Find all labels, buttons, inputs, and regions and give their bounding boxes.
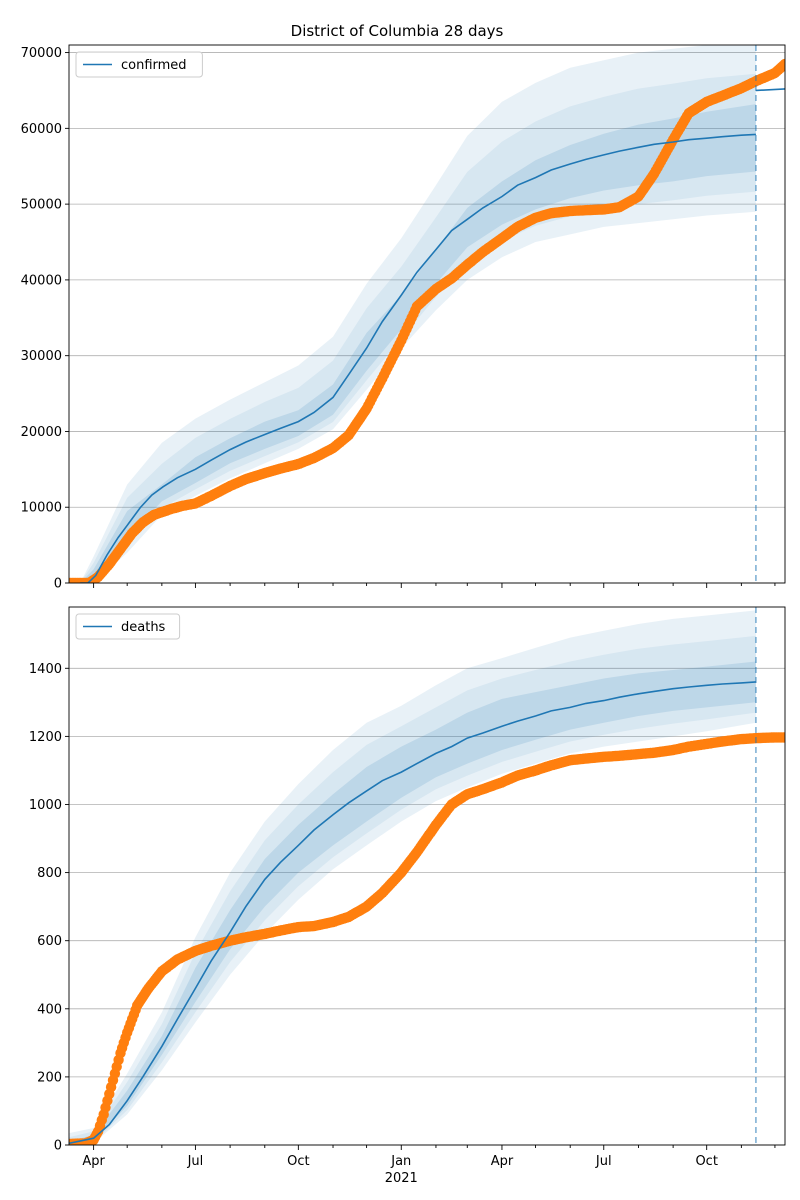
y-tick-label: 800 (37, 866, 62, 881)
deaths-panel: 0 200 400 600 800 1000 1200 1400 Apr Jul Oct Jan Apr… (29, 606, 786, 1186)
y-tick-label: 20000 (21, 425, 62, 440)
legend-box (75, 613, 181, 640)
model-median-line (69, 681, 756, 1145)
y-tick-label: 600 (37, 934, 62, 949)
observed-series (69, 732, 785, 1145)
x-tick-label: Jul (595, 1154, 612, 1169)
x-tick-label: Apr (82, 1154, 105, 1169)
outer-uncertainty-band (69, 610, 756, 1145)
x-year-label: 2021 (385, 1171, 418, 1186)
y-tick-label: 40000 (21, 273, 62, 288)
y-tick-label: 60000 (21, 122, 62, 137)
legend-entry-label: confirmed (121, 58, 187, 73)
y-tick-label: 1400 (29, 662, 62, 677)
legend-entry-label: deaths (121, 620, 166, 635)
plot-area (69, 45, 785, 583)
legend: deaths (75, 613, 181, 640)
y-tick-label: 1000 (29, 798, 62, 813)
model-extension-line (755, 88, 785, 92)
observed-series (69, 58, 785, 583)
y-tick-label: 1200 (29, 730, 62, 745)
axes-frame (68, 606, 786, 1146)
inner-uncertainty-band (80, 104, 756, 583)
model-median-line (80, 133, 756, 583)
chart-title: District of Columbia 28 days (291, 22, 504, 40)
y-tick-label: 400 (37, 1002, 62, 1017)
middle-uncertainty-band (80, 73, 756, 583)
x-tick-label: Jan (390, 1154, 411, 1169)
observed-point (779, 58, 785, 70)
y-tick-label: 0 (54, 1139, 62, 1154)
x-tick-label: Jul (187, 1154, 204, 1169)
axes-frame (68, 44, 786, 584)
x-tick-label: Oct (287, 1154, 309, 1169)
y-tick-label: 200 (37, 1070, 62, 1085)
y-tick-label: 30000 (21, 349, 62, 364)
confirmed-panel: 0 10000 20000 30000 40000 50000 60000 70000 conf… (21, 44, 786, 592)
y-tick-label: 10000 (21, 501, 62, 516)
x-tick-label: Apr (491, 1154, 514, 1169)
legend-box (75, 51, 203, 78)
plot-area (69, 610, 785, 1145)
observed-point (779, 732, 785, 743)
legend: confirmed (75, 51, 203, 78)
y-tick-label: 70000 (21, 46, 62, 61)
y-tick-label: 0 (54, 577, 62, 592)
x-tick-label: Oct (695, 1154, 717, 1169)
inner-uncertainty-band (69, 661, 756, 1145)
y-tick-label: 50000 (21, 198, 62, 213)
